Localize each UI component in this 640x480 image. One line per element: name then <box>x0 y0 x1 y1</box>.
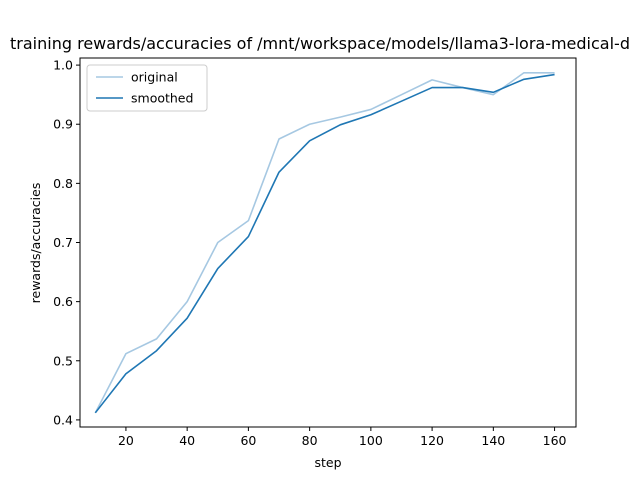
x-tick-label: 160 <box>543 433 567 448</box>
legend: original smoothed <box>86 64 208 112</box>
chart-title: training rewards/accuracies of /mnt/work… <box>10 34 630 53</box>
series-line-original <box>94 71 555 414</box>
legend-label-smoothed: smoothed <box>131 91 193 106</box>
x-tick-label: 120 <box>420 433 444 448</box>
x-axis-label: step <box>314 455 341 470</box>
x-tick-label: 80 <box>302 433 318 448</box>
y-tick-label: 0.8 <box>53 176 73 191</box>
y-tick-label: 0.9 <box>53 117 73 132</box>
plot-frame <box>79 57 577 428</box>
y-tick-label: 0.7 <box>53 235 73 250</box>
y-axis: 0.4 0.5 0.6 0.7 0.8 0.9 1.0 <box>53 58 80 427</box>
plot-lines <box>94 71 555 414</box>
y-tick-label: 0.5 <box>53 353 73 368</box>
x-tick-label: 20 <box>118 433 134 448</box>
y-tick-label: 1.0 <box>53 58 73 73</box>
y-tick-label: 0.6 <box>53 294 73 309</box>
x-tick-label: 60 <box>240 433 256 448</box>
x-tick-label: 100 <box>359 433 383 448</box>
series-line-smoothed <box>94 73 555 414</box>
y-tick-label: 0.4 <box>53 412 73 427</box>
y-axis-label: rewards/accuracies <box>28 183 43 304</box>
legend-label-original: original <box>131 70 178 85</box>
x-axis: 20 40 60 80 100 120 140 160 <box>118 427 567 448</box>
x-tick-label: 40 <box>179 433 195 448</box>
x-tick-label: 140 <box>481 433 505 448</box>
